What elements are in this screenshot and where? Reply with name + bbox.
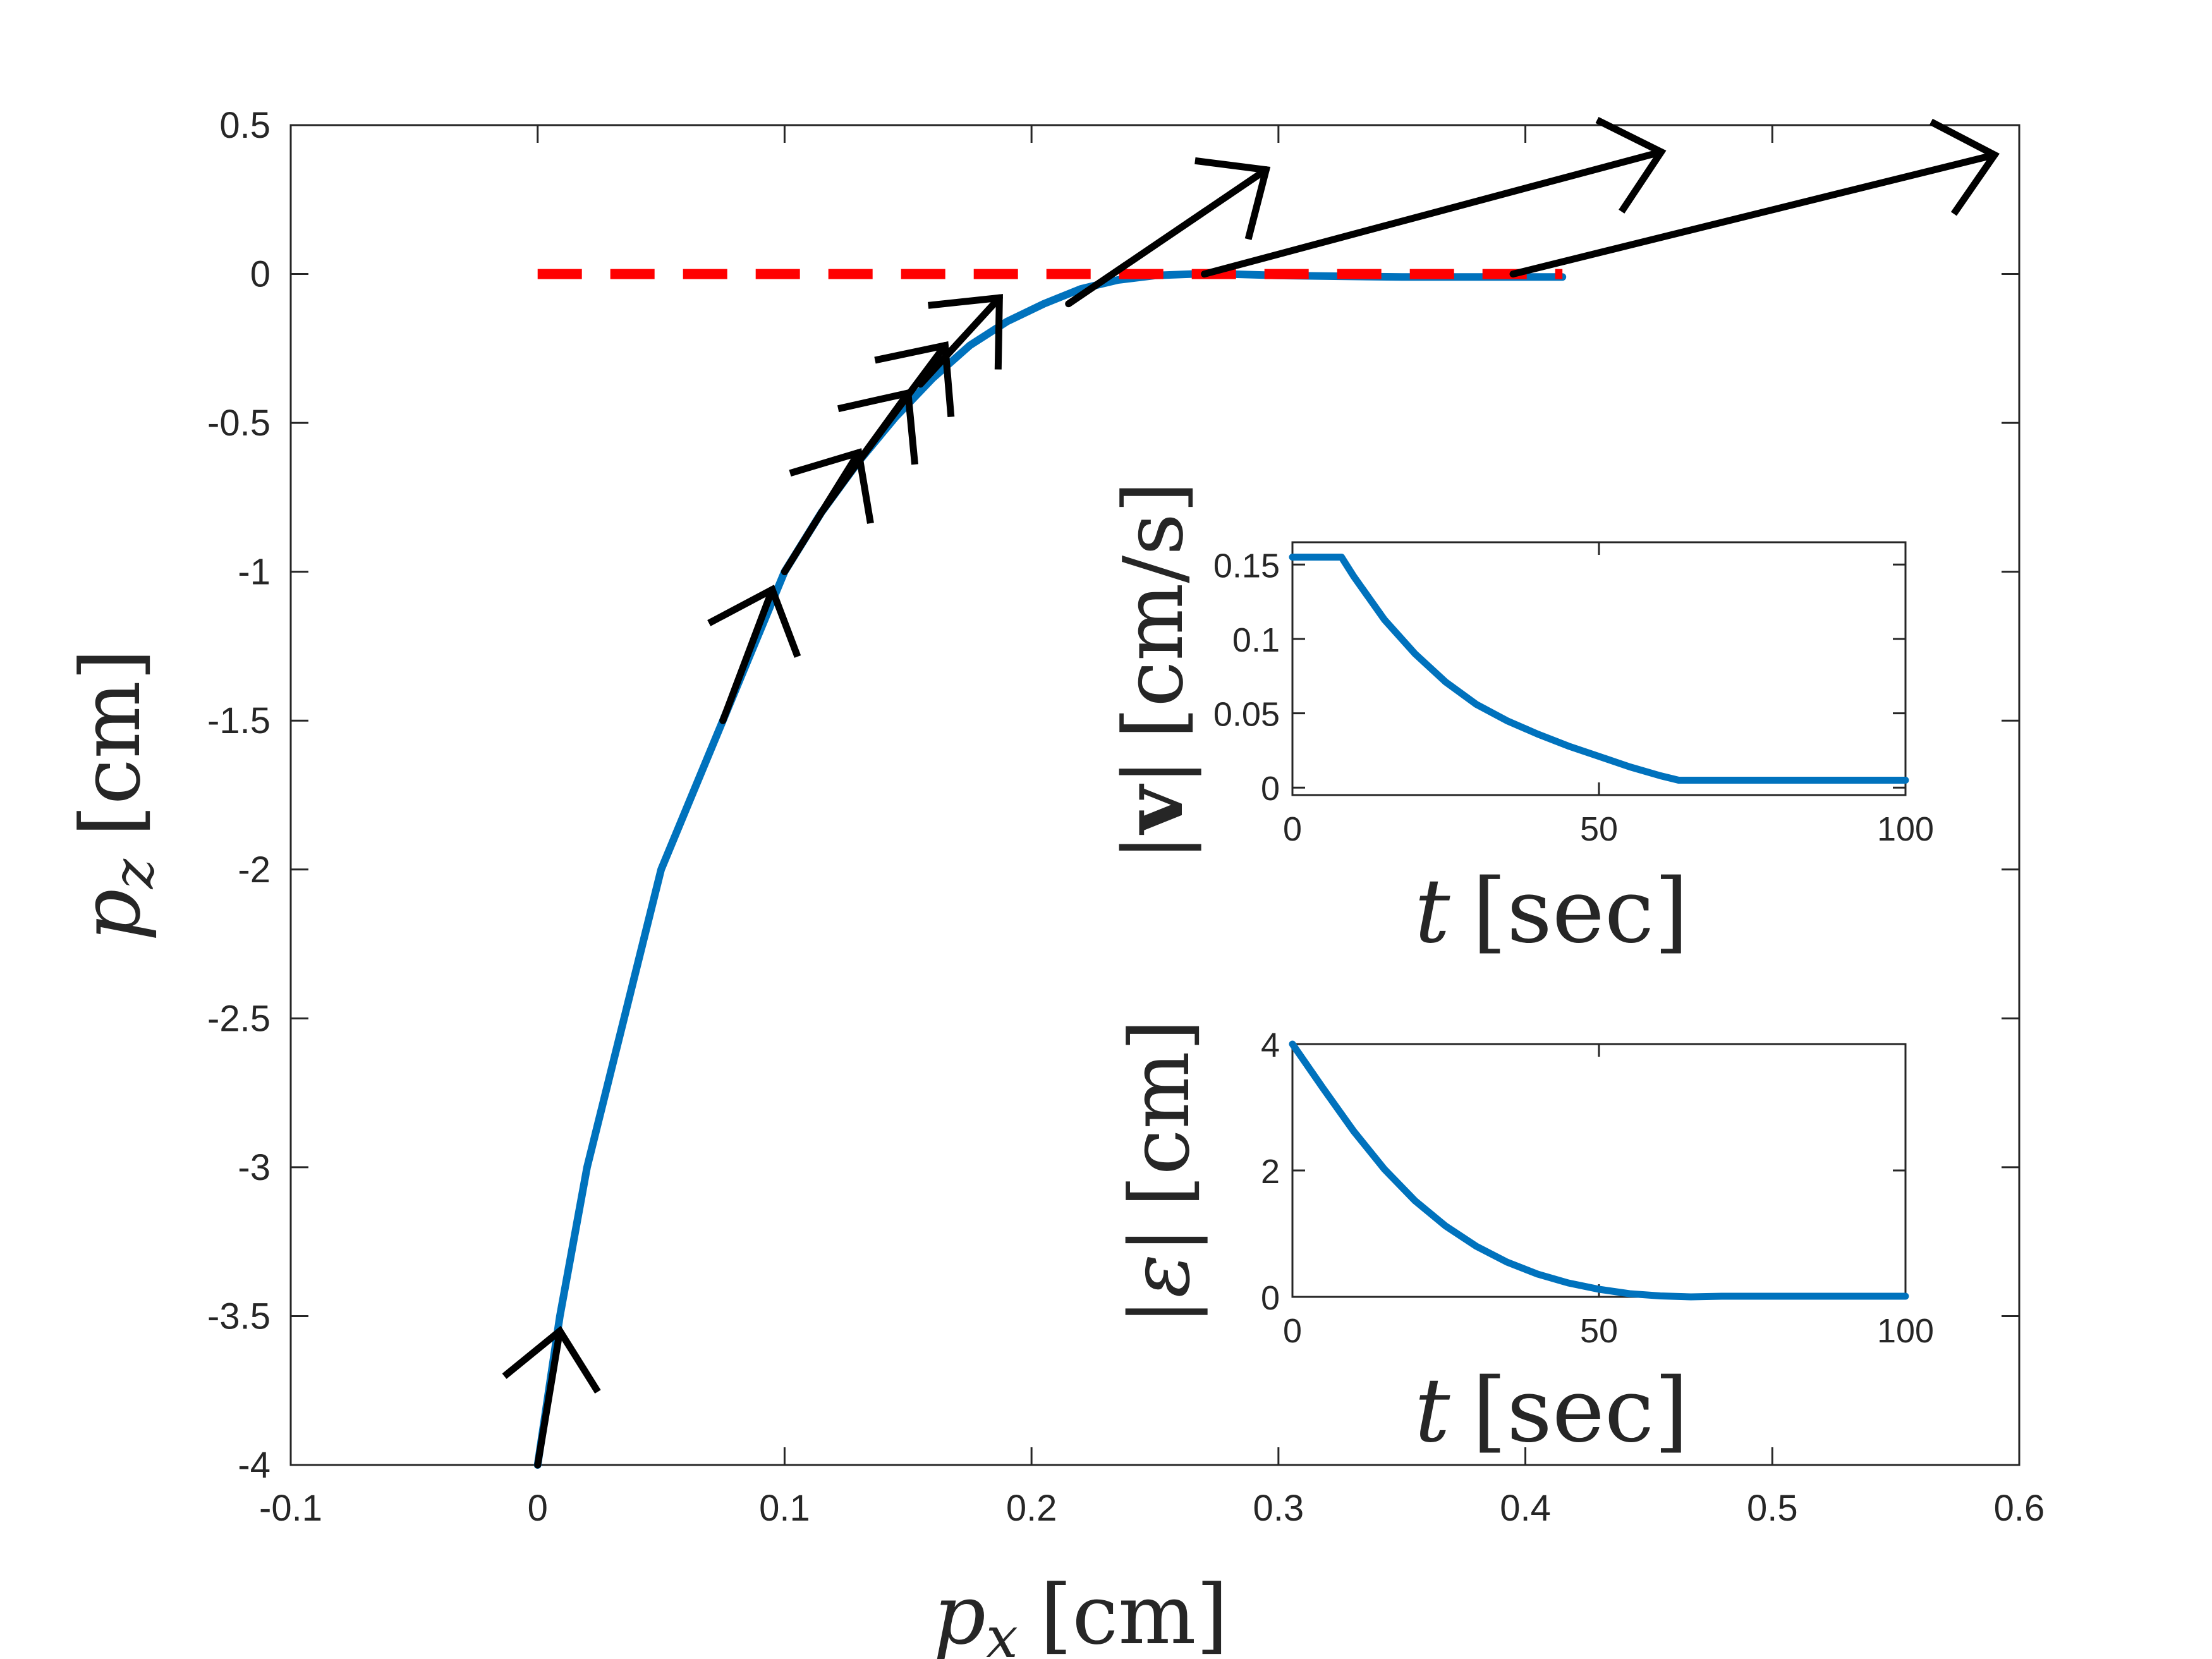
main-xlabel-var: p [933,1567,986,1659]
y-tick-label: -2 [238,849,270,890]
y-tick-label: 2 [1261,1153,1280,1191]
inset-error-frame [1291,1043,1907,1298]
inset-speed-plot: 0 50 100 0 0.05 0.1 0.15 t [sec] |v| [cm/s] [1105,481,1934,963]
inset-error-ylabel-unit: [cm] [1112,1019,1208,1208]
inset-error-xlabel-unit: [sec] [1472,1359,1688,1462]
velocity-arrow-head [1595,116,1667,214]
inset-error-series [1289,1040,1909,1301]
inset-error-xlabel-var: t [1414,1359,1450,1462]
inset-speed-ylabel-bar-left: | [1105,834,1201,861]
main-plot: -0.1 0 0.1 0.2 0.3 0.4 0.5 0.6 0.5 0 -0.5 -1 -1.5 -2 -… [63,105,2045,1659]
y-tick-label: -1 [238,552,270,593]
velocity-arrow-head [707,585,801,658]
main-xlabel-sub: x [986,1605,1018,1659]
inset-speed-xlabel-var: t [1414,860,1450,963]
inset-speed-series [1289,554,1909,784]
x-tick-label: 0.4 [1500,1488,1551,1529]
velocity-arrow-shaft [719,586,776,724]
inset-error-ylabel-var: |ε| [1112,1226,1208,1325]
y-tick-label: 0 [1261,770,1280,808]
inset-error-line [1289,1040,1909,1301]
y-tick-label: -1.5 [207,700,270,741]
velocity-arrow-head [1194,157,1271,240]
x-tick-label: 100 [1877,810,1934,848]
velocity-arrow-shaft [534,1327,564,1469]
x-tick-label: 0 [1283,1312,1302,1350]
x-tick-label: 0 [1283,810,1302,848]
y-tick-label: -0.5 [207,403,270,444]
inset-error-ylabel: |ε| [cm] [1112,1019,1208,1326]
velocity-arrow-shaft [1509,151,1998,278]
y-tick-label: -2.5 [207,998,270,1039]
velocity-arrow-shaft [1065,166,1270,308]
inset-speed-line [1289,554,1909,784]
velocity-arrow-head [928,294,1003,370]
x-tick-label: 0.1 [759,1488,810,1529]
inset-speed-ylabel: |v| [cm/s] [1105,481,1201,861]
x-tick-label: -0.1 [259,1488,322,1529]
velocity-arrow-head [1929,118,2000,216]
main-ticks: -0.1 0 0.1 0.2 0.3 0.4 0.5 0.6 0.5 0 -0.5 -1 -1.5 -2 -… [207,105,2045,1529]
inset-error-xlabel: t [sec] [1414,1359,1689,1462]
y-tick-label: 0 [250,254,270,295]
main-xlabel: px [cm] [933,1567,1229,1659]
x-tick-label: 50 [1580,1312,1618,1350]
velocity-arrow-head [502,1325,601,1394]
velocity-arrow-head [874,341,955,418]
inset-speed-ylabel-unit: [cm/s] [1105,481,1201,739]
main-ylabel-unit: [cm] [63,648,159,837]
x-tick-label: 50 [1580,810,1618,848]
inset-error-ticks: 0 50 100 0 2 4 [1261,1026,1934,1350]
y-tick-label: 0 [1261,1279,1280,1317]
x-tick-label: 0.3 [1253,1488,1304,1529]
x-tick-label: 0 [528,1488,548,1529]
y-tick-label: 0.5 [219,105,270,146]
y-tick-label: 0.1 [1232,621,1280,659]
velocity-arrow-shaft [916,294,1003,388]
inset-speed-xlabel: t [sec] [1414,860,1689,963]
inset-speed-xlabel-unit: [sec] [1472,860,1688,963]
inset-error-plot: 0 50 100 0 2 4 t [sec] |ε| [cm] [1112,1019,1934,1462]
y-tick-label: -3.5 [207,1296,270,1337]
velocity-arrow-shaft [1201,148,1665,278]
velocity-arrow-head [789,448,874,524]
main-ylabel-var: p [63,889,159,941]
x-tick-label: 0.2 [1006,1488,1057,1529]
inset-speed-ylabel-var: v [1105,784,1201,836]
main-xlabel-unit: [cm] [1040,1567,1229,1659]
x-tick-label: 0.6 [1994,1488,2045,1529]
main-ylabel-sub: z [100,858,167,889]
y-tick-label: -3 [238,1147,270,1188]
y-tick-label: -4 [238,1445,270,1486]
main-series [533,269,1567,1469]
y-tick-label: 0.05 [1213,696,1280,734]
x-tick-label: 0.5 [1747,1488,1798,1529]
inset-speed-ylabel-bar-right: | [1105,758,1201,786]
y-tick-label: 0.15 [1213,547,1280,585]
x-tick-label: 100 [1877,1312,1934,1350]
y-tick-label: 4 [1261,1026,1280,1064]
velocity-arrow-shaft [855,342,949,465]
inset-speed-ticks: 0 50 100 0 0.05 0.1 0.15 [1213,542,1934,848]
main-arrows [502,116,2000,1469]
main-ylabel: pz [cm] [63,648,167,941]
